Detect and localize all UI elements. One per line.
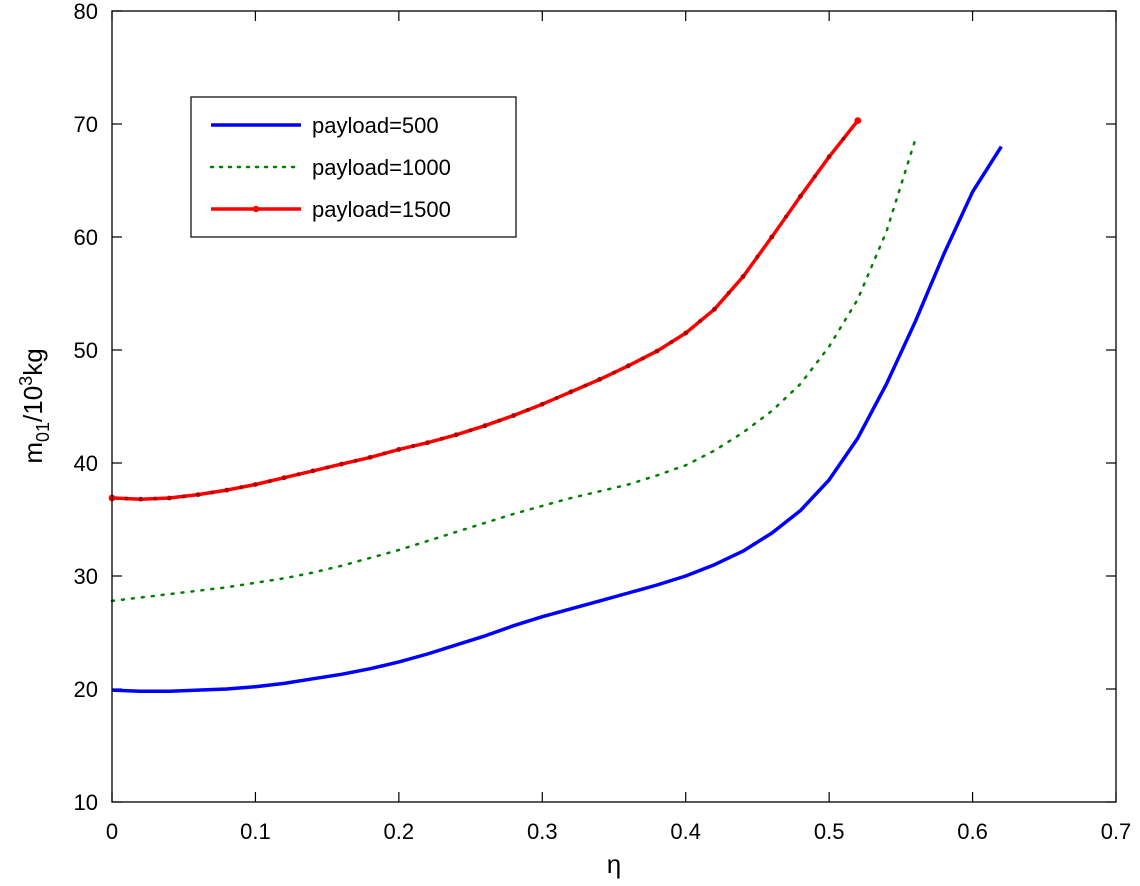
x-tick-label: 0.1 <box>240 819 271 844</box>
y-axis-label-main: m <box>18 442 48 464</box>
series-payload-1500-point <box>439 436 444 441</box>
series-payload-1500-point <box>382 451 387 456</box>
series-lines <box>108 117 1003 694</box>
y-tick-label: 50 <box>74 338 98 363</box>
legend-label-payload-1500: payload=1500 <box>312 197 451 222</box>
series-payload-1500-end-marker <box>854 117 862 125</box>
series-payload-1500-point <box>367 454 373 460</box>
series-payload-1500-point <box>166 495 172 501</box>
series-payload-1500-point <box>826 154 832 160</box>
series-payload-1500-point <box>812 174 817 179</box>
series-payload-1500-point <box>497 418 502 423</box>
series-payload-1500-point <box>153 496 158 501</box>
y-tick-label: 70 <box>74 112 98 137</box>
legend-label-payload-1000: payload=1000 <box>312 155 451 180</box>
series-payload-1500-point <box>310 468 316 474</box>
series-payload-1500-point <box>482 423 488 429</box>
y-tick-label: 60 <box>74 225 98 250</box>
x-tick-label: 0 <box>106 819 118 844</box>
series-payload-1500-point <box>411 444 416 449</box>
series-payload-1500-point <box>640 356 645 361</box>
series-payload-1500-point <box>325 465 330 470</box>
series-payload-1500-point <box>210 490 215 495</box>
x-tick-label: 0.7 <box>1101 819 1132 844</box>
x-tick-label: 0.6 <box>957 819 988 844</box>
series-payload-500-line <box>111 145 1003 694</box>
series-payload-1500-point <box>654 348 660 354</box>
x-axis-label: η <box>607 849 621 879</box>
y-axis-label-subscript: 01 <box>33 422 53 442</box>
y-tick-label: 20 <box>74 677 98 702</box>
series-payload-1500-point <box>798 193 803 199</box>
x-tick-label: 0.4 <box>670 819 701 844</box>
series-payload-1500-point <box>239 485 244 490</box>
y-tick-label: 80 <box>74 0 98 24</box>
x-tick-label: 0.3 <box>527 819 558 844</box>
series-payload-1500-point <box>253 482 258 487</box>
legend-box <box>190 96 517 238</box>
x-tick-label: 0.5 <box>814 819 845 844</box>
series-payload-1500-point <box>339 461 344 467</box>
series-payload-1500-point <box>224 487 230 493</box>
series-payload-1500-point <box>195 492 201 498</box>
y-axis-label-middle: /10 <box>18 386 48 422</box>
legend: payload=500 payload=1000 payload=1500 <box>190 96 517 238</box>
series-payload-1500-point <box>712 306 717 312</box>
x-tick-label: 0.2 <box>384 819 415 844</box>
series-payload-1500-point <box>453 432 459 438</box>
y-tick-label: 30 <box>74 564 98 589</box>
series-payload-1500-point <box>138 496 144 502</box>
series-payload-1500-point <box>597 376 603 382</box>
series-payload-1500-point <box>726 290 731 295</box>
series-payload-1500-point <box>784 214 789 219</box>
series-payload-1500-point <box>181 494 186 499</box>
series-payload-1500-point <box>539 401 545 407</box>
series-payload-1500-point <box>669 340 674 345</box>
series-payload-1500-point <box>511 413 516 418</box>
series-payload-1500-point <box>755 254 760 259</box>
y-tick-labels: 10 20 30 40 50 60 70 80 <box>74 0 98 815</box>
series-payload-1500-point <box>568 389 574 395</box>
y-axis-label-superscript: 3 <box>16 376 36 386</box>
series-payload-1500-point <box>296 472 301 477</box>
series-payload-1000-line <box>110 138 917 603</box>
x-tick-labels: 0 0.1 0.2 0.3 0.4 0.5 0.6 0.7 <box>106 819 1131 844</box>
y-axis-label: m01/103kg <box>16 348 53 463</box>
series-payload-1500-point <box>396 447 402 452</box>
series-payload-1500-point <box>554 396 559 401</box>
series-payload-1500-point <box>769 234 775 240</box>
legend-label-payload-500: payload=500 <box>312 113 439 138</box>
y-tick-label: 40 <box>74 451 98 476</box>
series-payload-1500-point <box>353 458 358 463</box>
y-axis-label-tail: kg <box>18 348 48 375</box>
y-tick-label: 10 <box>74 790 98 815</box>
legend-marker-payload-1500 <box>252 205 260 213</box>
series-payload-1500-point <box>267 479 272 484</box>
series-payload-1500-point <box>625 363 631 369</box>
series-payload-1500-point <box>525 407 530 412</box>
series-payload-1500-point <box>740 274 746 279</box>
series-payload-1500-point <box>841 136 846 141</box>
series-payload-1500-point <box>425 440 430 446</box>
plot-frame <box>111 10 1117 803</box>
series-payload-1500-point <box>698 319 703 324</box>
series-payload-1500-point <box>583 383 588 388</box>
series-payload-1500-point <box>124 496 129 501</box>
series-payload-1500-point <box>281 475 287 481</box>
series-payload-1500-point <box>683 330 689 336</box>
series-payload-1500-point <box>468 428 473 433</box>
series-payload-1500-point <box>612 370 616 375</box>
